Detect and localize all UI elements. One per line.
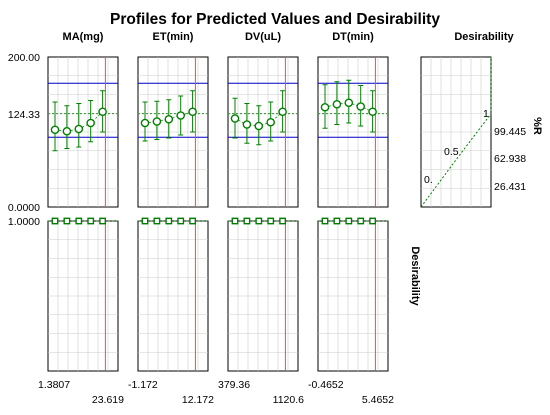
predicted-point	[344, 98, 354, 108]
predicted-point	[50, 125, 60, 135]
desirability-function-curve	[420, 113, 492, 208]
predicted-point	[320, 102, 330, 112]
desirability-point	[99, 217, 107, 225]
desirability-profile-panel-0	[47, 217, 119, 372]
x-axis-min-label: -1.172	[128, 379, 158, 391]
desirability-point	[63, 217, 71, 225]
predicted-point	[230, 114, 240, 123]
desirability-point	[243, 217, 251, 225]
profile-panel-1	[137, 56, 209, 208]
desirability-point	[75, 217, 83, 225]
response-tick-label: 99.445	[494, 126, 526, 138]
predicted-point	[86, 118, 95, 128]
predicted-point	[188, 107, 197, 117]
x-axis-min-label: -0.4652	[308, 379, 344, 391]
desirability-point	[189, 217, 196, 225]
desirability-axis-label: Desirability	[409, 246, 421, 306]
predicted-point	[242, 120, 252, 129]
predicted-point	[176, 111, 185, 120]
profile-panel-0	[47, 56, 119, 208]
desirability-point	[141, 217, 149, 225]
x-axis-min-label: 1.3807	[38, 379, 70, 391]
predicted-point	[152, 117, 162, 126]
factor-header: DV(uL)	[245, 31, 281, 43]
factor-header: MA(mg)	[63, 31, 104, 43]
desirability-panel-title: Desirability	[454, 31, 514, 43]
desirability-profile-panel-1	[137, 217, 209, 372]
desirability-point	[369, 217, 376, 225]
desirability-curve-label: 0.	[424, 174, 433, 186]
predicted-point	[356, 102, 366, 111]
desirability-point	[51, 217, 59, 225]
y-tick-label-desirability: 1.0000	[8, 216, 40, 228]
y-tick-label: 0.0000	[8, 202, 40, 214]
desirability-point	[231, 217, 239, 225]
response-axis-label: %R	[531, 117, 543, 135]
profile-panel-3	[317, 56, 389, 208]
x-axis-max-label: 23.619	[92, 394, 124, 406]
desirability-curve-label: 1	[483, 108, 489, 120]
factor-header: ET(min)	[153, 31, 194, 43]
predicted-point	[98, 107, 107, 117]
desirability-point	[321, 217, 329, 225]
desirability-point	[255, 217, 263, 225]
y-tick-label: 124.33	[8, 109, 40, 121]
profile-panel-2	[227, 56, 299, 208]
predicted-point	[278, 107, 287, 117]
predicted-point	[266, 117, 276, 127]
predicted-point	[140, 118, 150, 128]
desirability-profile-panel-2	[227, 217, 299, 372]
x-axis-min-label: 379.36	[218, 379, 250, 391]
predicted-point	[164, 114, 174, 124]
response-tick-label: 26.431	[494, 181, 526, 193]
desirability-profile-panel-3	[317, 217, 389, 372]
factor-header: DT(min)	[332, 31, 374, 43]
predicted-point	[368, 107, 377, 117]
desirability-point	[87, 217, 95, 225]
desirability-point	[357, 217, 365, 225]
x-axis-max-label: 1120.6	[273, 394, 304, 406]
predicted-point	[332, 99, 342, 109]
desirability-point	[165, 217, 173, 225]
desirability-point	[153, 217, 161, 225]
desirability-point	[345, 217, 353, 225]
response-tick-label: 62.938	[494, 153, 526, 165]
desirability-point	[333, 217, 341, 225]
predicted-point	[74, 124, 84, 134]
desirability-curve-label: 0.5	[444, 146, 459, 158]
predicted-point	[254, 121, 264, 131]
chart-title: Profiles for Predicted Values and Desira…	[110, 11, 440, 28]
x-axis-max-label: 5.4652	[362, 394, 394, 406]
desirability-point	[177, 217, 185, 225]
y-tick-label: 200.00	[8, 52, 40, 64]
predicted-point	[62, 126, 72, 136]
desirability-point	[279, 217, 286, 225]
desirability-point	[267, 217, 275, 225]
x-axis-max-label: 12.172	[182, 394, 214, 406]
